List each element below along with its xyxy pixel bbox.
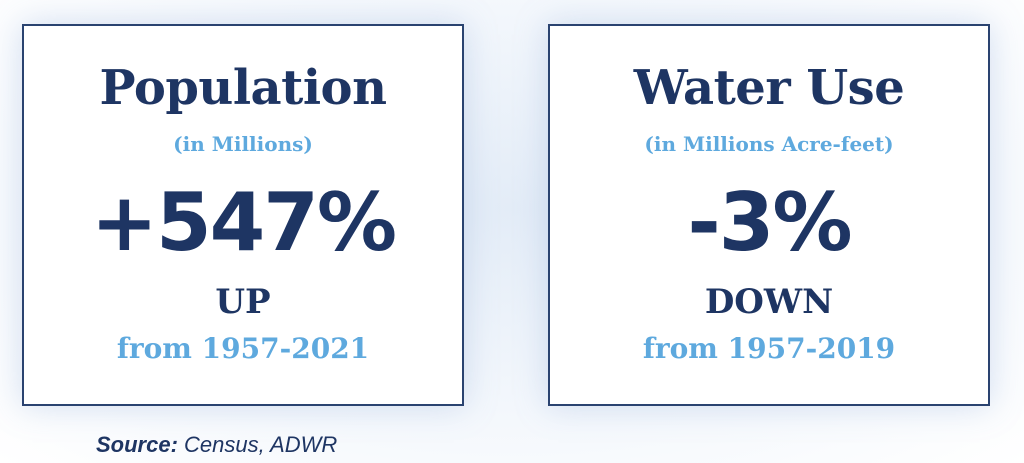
stat-card: Population (in Millions) +547% UP from 1… <box>22 24 464 406</box>
card-stat: -3% <box>687 176 852 269</box>
card-direction: UP <box>215 282 271 322</box>
card-stat: +547% <box>90 176 397 269</box>
source-text: Census, ADWR <box>184 432 338 457</box>
source-note: Source: Census, ADWR <box>96 432 337 458</box>
card-title: Population <box>99 60 387 116</box>
card-subtitle: (in Millions) <box>173 132 313 156</box>
card-period: from 1957-2019 <box>642 332 896 365</box>
stat-card: Water Use (in Millions Acre-feet) -3% DO… <box>548 24 990 406</box>
card-direction: DOWN <box>704 282 834 322</box>
card-title: Water Use <box>633 60 905 116</box>
card-period: from 1957-2021 <box>116 332 370 365</box>
card-subtitle: (in Millions Acre-feet) <box>644 132 894 156</box>
source-label: Source: <box>96 432 178 457</box>
